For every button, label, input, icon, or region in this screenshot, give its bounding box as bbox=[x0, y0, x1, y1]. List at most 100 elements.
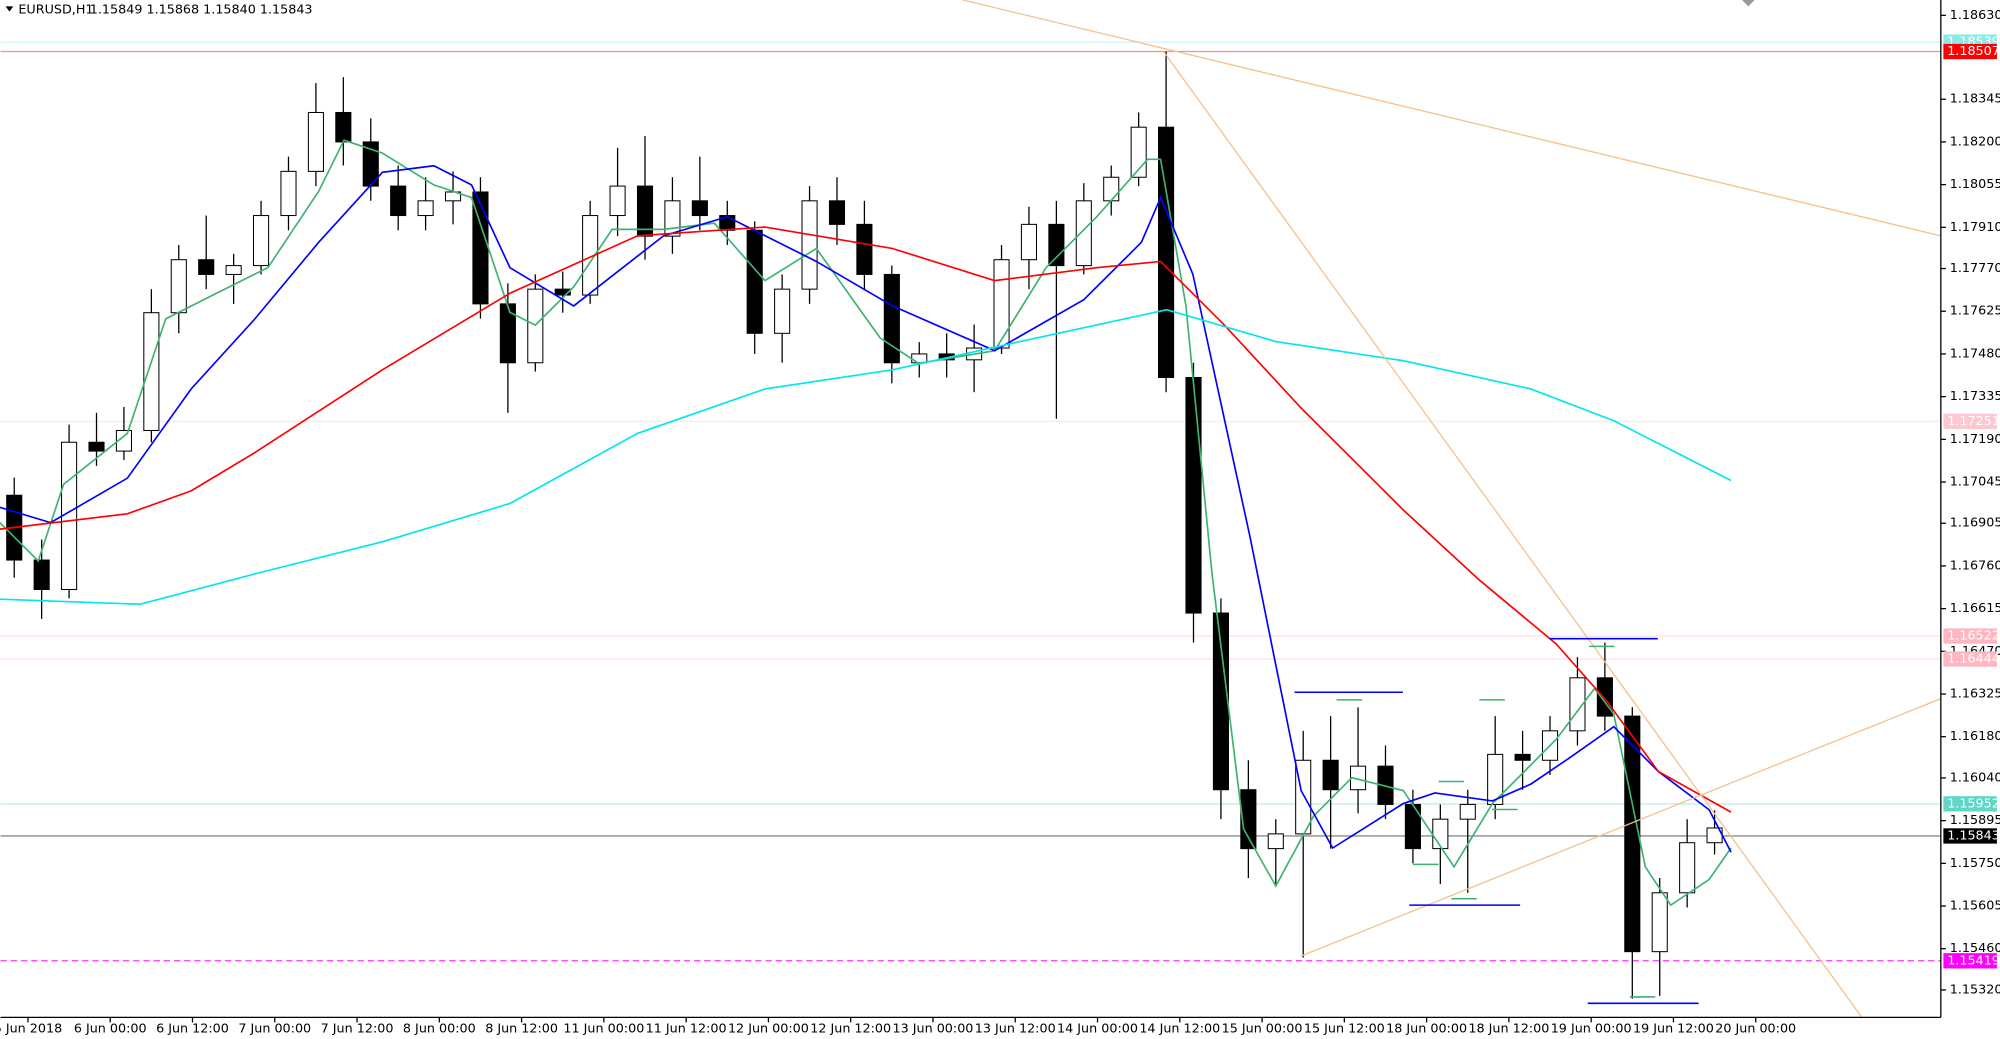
candle-body bbox=[115, 429, 132, 452]
x-tick-label: 14 Jun 00:00 bbox=[1057, 1021, 1138, 1036]
price-level-box bbox=[1943, 628, 1997, 644]
candle-body bbox=[1322, 759, 1339, 791]
candle-body bbox=[1267, 833, 1284, 850]
x-tick-label: 7 Jun 12:00 bbox=[321, 1021, 394, 1036]
menu-arrow bbox=[5, 6, 14, 12]
candle-body bbox=[911, 353, 928, 364]
candle-body bbox=[883, 273, 900, 364]
candle-body bbox=[746, 229, 763, 334]
y-tick-label: 1.15460 bbox=[1950, 941, 2000, 956]
moving-average-line bbox=[0, 164, 1732, 853]
x-tick-label: 11 Jun 12:00 bbox=[646, 1021, 727, 1036]
candle-body bbox=[774, 288, 791, 334]
y-tick-label: 1.17910 bbox=[1950, 220, 2000, 235]
candle-body bbox=[1459, 803, 1476, 820]
symbol-title: EURUSD,H1 bbox=[18, 3, 93, 18]
candle-body bbox=[828, 200, 846, 225]
y-tick-label: 1.15605 bbox=[1950, 899, 2000, 914]
x-tick-label: 12 Jun 12:00 bbox=[810, 1021, 891, 1036]
candle-body bbox=[198, 259, 215, 275]
candle-body bbox=[1487, 753, 1504, 805]
y-tick-label: 1.17770 bbox=[1950, 261, 2000, 276]
candle-body bbox=[170, 259, 187, 314]
y-tick-label: 1.15320 bbox=[1950, 982, 2000, 997]
candle-body bbox=[856, 223, 873, 275]
x-tick-label: 7 Jun 00:00 bbox=[238, 1021, 311, 1036]
candle-body bbox=[554, 288, 571, 296]
candle-body bbox=[1240, 789, 1257, 850]
candle-body bbox=[1020, 223, 1038, 261]
candle-body bbox=[335, 111, 352, 143]
y-tick-label: 1.16905 bbox=[1950, 516, 2000, 531]
x-tick-label: 8 Jun 12:00 bbox=[485, 1021, 558, 1036]
moving-average-line bbox=[0, 226, 1732, 813]
x-tick-label: 13 Jun 12:00 bbox=[975, 1021, 1056, 1036]
x-tick-label: 14 Jun 12:00 bbox=[1139, 1021, 1220, 1036]
y-tick-label: 1.18345 bbox=[1950, 92, 2000, 107]
candle-body bbox=[609, 185, 626, 217]
candle-body bbox=[582, 215, 599, 296]
y-tick-label: 1.16325 bbox=[1950, 687, 2000, 702]
candle-body bbox=[993, 259, 1010, 349]
candle-body bbox=[801, 200, 818, 290]
candle-body bbox=[1624, 715, 1641, 953]
candle-body bbox=[1158, 126, 1175, 378]
candle-body bbox=[253, 215, 270, 267]
candle-body bbox=[1075, 200, 1092, 267]
candle-body bbox=[417, 200, 434, 217]
x-tick-label: 6 Jun 12:00 bbox=[156, 1021, 229, 1036]
plot-layer bbox=[0, 41, 1941, 999]
candle-body bbox=[1651, 892, 1668, 953]
y-tick-label: 1.17335 bbox=[1950, 389, 2000, 404]
y-tick-label: 1.17480 bbox=[1950, 346, 2000, 361]
price-level-label: 1.18507 bbox=[1947, 44, 2000, 59]
y-tick-label: 1.15750 bbox=[1950, 856, 2000, 871]
x-tick-label: 8 Jun 00:00 bbox=[403, 1021, 476, 1036]
candle-body bbox=[88, 441, 105, 452]
y-tick-label: 1.16760 bbox=[1950, 558, 2000, 573]
candle-body bbox=[143, 312, 160, 431]
trend-line bbox=[1300, 698, 1942, 957]
x-tick-label: 12 Jun 00:00 bbox=[728, 1021, 809, 1036]
fractal-marks bbox=[1294, 637, 1699, 1005]
candle-body bbox=[499, 303, 516, 364]
candle-body bbox=[225, 265, 242, 275]
price-level-box bbox=[1943, 828, 1997, 844]
price-level-label: 1.15419 bbox=[1947, 953, 2000, 968]
candle-body bbox=[33, 559, 50, 591]
x-tick-label: 15 Jun 00:00 bbox=[1222, 1021, 1303, 1036]
y-tick-label: 1.17190 bbox=[1950, 432, 2000, 447]
candle-body bbox=[1103, 176, 1120, 202]
x-tick-label: 20 Jun 00:00 bbox=[1715, 1021, 1796, 1036]
y-tick-label: 1.17625 bbox=[1950, 304, 2000, 319]
price-level-box bbox=[1943, 953, 1997, 969]
candle-body bbox=[390, 185, 407, 217]
candle-body bbox=[1185, 376, 1202, 614]
x-tick-label: 19 Jun 12:00 bbox=[1633, 1021, 1714, 1036]
y-tick-label: 1.18055 bbox=[1950, 177, 2000, 192]
x-tick-label: 18 Jun 12:00 bbox=[1468, 1021, 1549, 1036]
price-level-box bbox=[1943, 651, 1997, 667]
x-tick-label: 6 Jun 00:00 bbox=[74, 1021, 147, 1036]
x-tick-label: 5 Jun 2018 bbox=[0, 1021, 62, 1036]
x-tick-label: 19 Jun 00:00 bbox=[1551, 1021, 1632, 1036]
candle-body bbox=[1404, 803, 1421, 850]
y-tick-label: 1.18200 bbox=[1950, 134, 2000, 149]
x-tick-label: 13 Jun 00:00 bbox=[893, 1021, 974, 1036]
price-level-box bbox=[1943, 796, 1997, 812]
candle-body bbox=[307, 111, 324, 172]
y-tick-label: 1.18630 bbox=[1950, 8, 2000, 23]
candle-body bbox=[691, 200, 708, 217]
candle-body bbox=[1514, 753, 1531, 761]
moving-average-line bbox=[0, 308, 1732, 606]
price-level-label: 1.17251 bbox=[1947, 414, 2000, 429]
shift-marker bbox=[1741, 0, 1755, 7]
candle-body bbox=[1048, 223, 1065, 267]
y-tick-label: 1.17045 bbox=[1950, 475, 2000, 490]
candle-body bbox=[1679, 842, 1696, 894]
trend-line bbox=[1162, 50, 1863, 1018]
price-level-box bbox=[1943, 413, 1997, 430]
